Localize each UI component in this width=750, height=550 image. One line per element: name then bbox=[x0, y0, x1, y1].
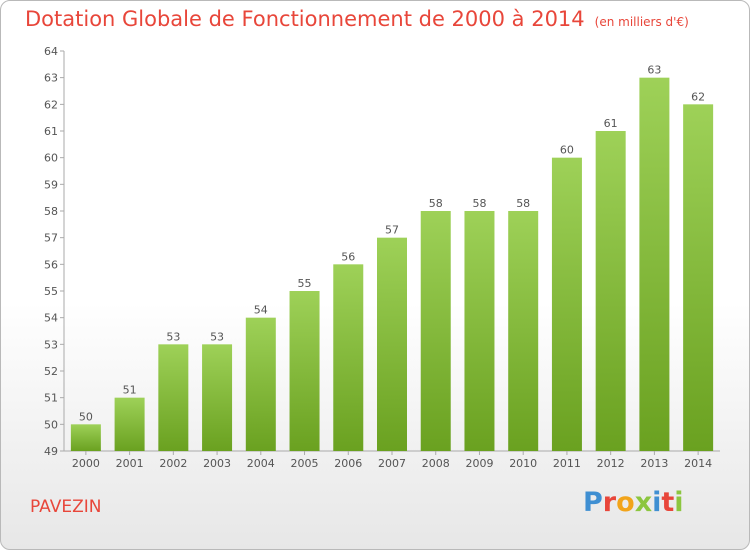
proxiti-logo: Proxiti bbox=[583, 487, 684, 518]
x-tick-label: 2014 bbox=[684, 457, 712, 470]
logo-letter: r bbox=[602, 487, 617, 518]
y-tick-label: 54 bbox=[44, 312, 58, 325]
x-tick-label: 2011 bbox=[553, 457, 581, 470]
data-label: 60 bbox=[560, 144, 574, 157]
data-label: 55 bbox=[298, 277, 312, 290]
logo-letter: t bbox=[661, 487, 675, 518]
y-tick-label: 55 bbox=[44, 285, 58, 298]
y-tick-label: 49 bbox=[44, 445, 58, 458]
y-tick-label: 51 bbox=[44, 392, 58, 405]
bar-2013 bbox=[639, 77, 670, 452]
y-tick-label: 56 bbox=[44, 258, 58, 271]
x-tick-label: 2000 bbox=[72, 457, 100, 470]
data-label: 62 bbox=[691, 90, 705, 103]
x-tick-label: 2005 bbox=[291, 457, 319, 470]
x-tick-label: 2002 bbox=[159, 457, 187, 470]
bar-2002 bbox=[158, 344, 189, 451]
logo-letter: P bbox=[583, 487, 603, 518]
data-label: 53 bbox=[210, 330, 224, 343]
bar-2007 bbox=[377, 237, 407, 451]
bar-2014 bbox=[683, 104, 714, 451]
x-tick-label: 2003 bbox=[203, 457, 231, 470]
y-tick-label: 58 bbox=[44, 205, 58, 218]
bar-2005 bbox=[289, 291, 320, 451]
bar-2004 bbox=[245, 317, 276, 451]
x-tick-label: 2004 bbox=[247, 457, 275, 470]
data-label: 51 bbox=[123, 384, 137, 397]
bar-2008 bbox=[420, 211, 451, 451]
chart-subtitle: (en milliers d'€) bbox=[594, 15, 689, 29]
city-name: PAVEZIN bbox=[30, 497, 102, 517]
chart-bars bbox=[70, 77, 714, 452]
bar-2000 bbox=[70, 424, 101, 451]
chart-title: Dotation Globale de Fonctionnement de 20… bbox=[25, 7, 689, 31]
bar-2009 bbox=[464, 211, 495, 451]
x-tick-label: 2013 bbox=[640, 457, 668, 470]
bar-2003 bbox=[202, 344, 233, 451]
chart-axes: 49 50 51 52 53 54 55 56 57 58 59 60 61 62 63 64 2000 2001… bbox=[44, 45, 720, 470]
data-label: 63 bbox=[647, 64, 661, 77]
data-label: 56 bbox=[341, 250, 355, 263]
y-tick-label: 62 bbox=[44, 98, 58, 111]
y-tick-label: 63 bbox=[44, 72, 58, 85]
chart-title-text: Dotation Globale de Fonctionnement de 20… bbox=[25, 7, 585, 31]
data-label: 54 bbox=[254, 304, 268, 317]
x-tick-label: 2009 bbox=[465, 457, 493, 470]
logo-letter: i bbox=[674, 487, 684, 518]
bar-2006 bbox=[333, 264, 364, 451]
data-label: 58 bbox=[429, 197, 443, 210]
y-tick-label: 60 bbox=[44, 152, 58, 165]
x-tick-label: 2007 bbox=[378, 457, 406, 470]
bar-2011 bbox=[551, 157, 582, 451]
data-label: 58 bbox=[472, 197, 486, 210]
data-label: 53 bbox=[166, 330, 180, 343]
bar-2012 bbox=[595, 131, 626, 451]
bar-2010 bbox=[508, 211, 539, 451]
bar-2001 bbox=[114, 397, 145, 451]
y-tick-label: 64 bbox=[44, 45, 58, 58]
x-tick-label: 2012 bbox=[597, 457, 625, 470]
data-label: 61 bbox=[604, 117, 618, 130]
x-tick-label: 2006 bbox=[334, 457, 362, 470]
y-tick-label: 52 bbox=[44, 365, 58, 378]
y-tick-label: 50 bbox=[44, 418, 58, 431]
y-tick-label: 57 bbox=[44, 232, 58, 245]
x-tick-label: 2010 bbox=[509, 457, 537, 470]
y-tick-label: 59 bbox=[44, 178, 58, 191]
data-label: 57 bbox=[385, 224, 399, 237]
x-tick-label: 2001 bbox=[116, 457, 144, 470]
y-tick-label: 53 bbox=[44, 338, 58, 351]
data-label: 50 bbox=[79, 410, 93, 423]
x-tick-label: 2008 bbox=[422, 457, 450, 470]
logo-letter: i bbox=[652, 487, 662, 518]
logo-letter: o bbox=[616, 487, 635, 518]
data-label: 58 bbox=[516, 197, 530, 210]
y-tick-label: 61 bbox=[44, 125, 58, 138]
logo-letter: x bbox=[634, 487, 653, 518]
chart-data-labels: 50 51 53 53 54 55 56 57 58 58 58 60 61 63 62 bbox=[79, 64, 705, 424]
